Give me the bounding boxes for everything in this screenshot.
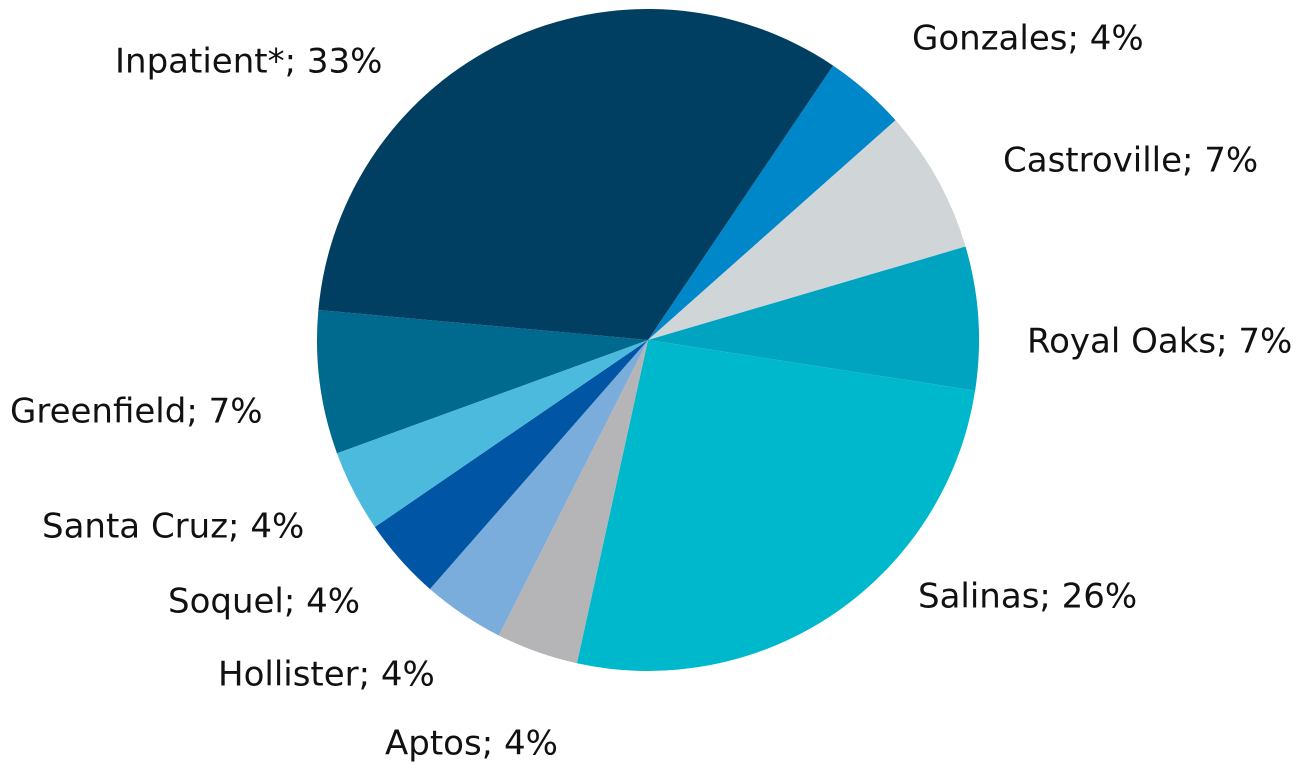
slice-label: Salinas; 26% [918,577,1137,617]
pie-slice [429,340,648,636]
slice-label: Greenfield; 7% [10,392,263,432]
slice-label: Aptos; 4% [385,724,558,764]
pie-slice [316,310,648,454]
pie-slice [648,246,979,391]
pie-slice [648,120,966,341]
slice-label: Santa Cruz; 4% [42,507,304,547]
pie-slice [336,340,648,528]
pie-slice [648,65,896,340]
slice-label: Hollister; 4% [218,655,435,695]
slice-label: Castroville; 7% [1003,141,1258,181]
pie-slice [498,340,648,664]
slice-label: Gonzales; 4% [912,19,1144,59]
pie-slice [374,340,648,590]
slice-label: Royal Oaks; 7% [1027,322,1292,362]
slice-label: Inpatient*; 33% [115,42,382,82]
slice-label: Soquel; 4% [168,582,360,622]
pie-slice [576,340,976,671]
pie-slice [318,8,834,340]
